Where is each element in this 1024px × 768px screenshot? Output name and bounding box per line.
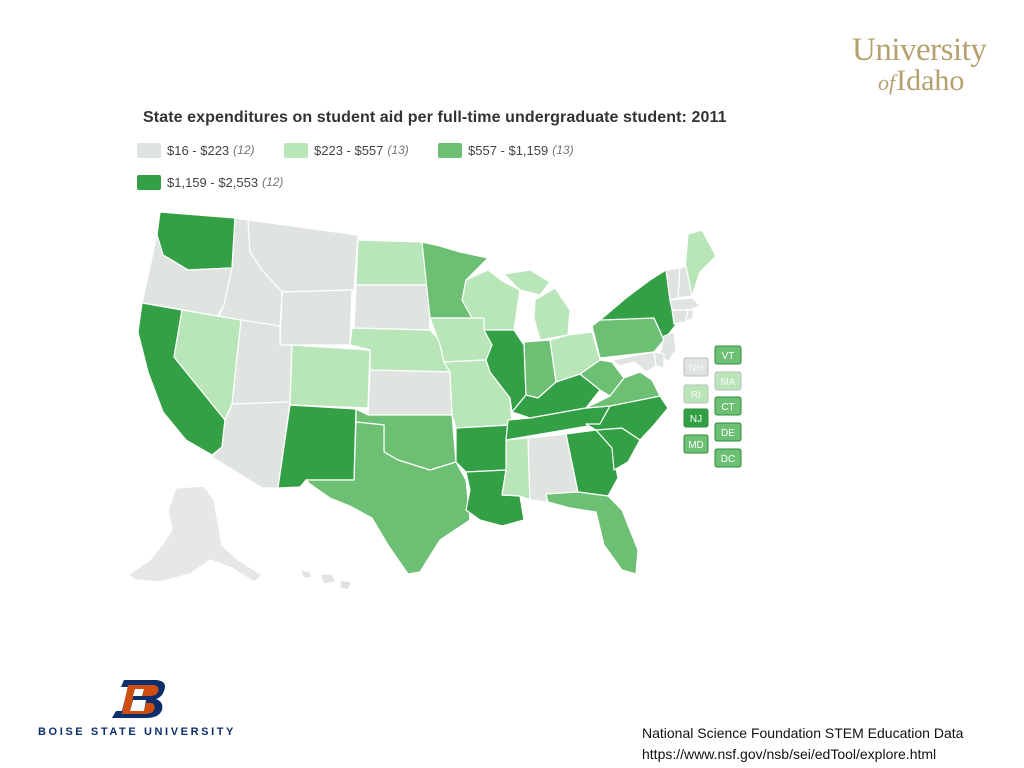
legend-range: $16 - $223 [167,142,230,158]
state-north-dakota[interactable] [355,239,429,286]
small-state-box-de[interactable] [714,422,742,442]
small-state-label: RI [691,390,701,401]
state-colorado[interactable] [289,344,371,409]
state-illinois[interactable] [483,329,527,413]
small-state-box-dc[interactable] [714,448,742,468]
small-state-box-ct[interactable] [714,396,742,416]
state-florida[interactable] [545,491,639,575]
university-of-idaho-logo: University ofIdaho [852,34,988,98]
state-massachusetts-map[interactable] [669,297,701,311]
state-rhode-island-map[interactable] [685,309,695,321]
legend-item-tier3[interactable]: $557 - $1,159 (13) [438,141,574,159]
legend-range: $1,159 - $2,553 [167,174,259,190]
small-state-label: MA [721,377,736,388]
state-layer [127,211,717,590]
state-maryland-map[interactable] [611,351,657,373]
logo-idaho: Idaho [896,64,965,97]
state-new-hampshire-map[interactable] [677,265,693,299]
small-state-label: DC [721,454,735,465]
small-state-box-md[interactable] [683,434,709,454]
legend-swatch [284,142,308,158]
source-url: https://www.nsf.gov/nsb/sei/edTool/explo… [642,746,937,762]
state-texas[interactable] [305,421,471,575]
legend-count: (12) [262,175,284,189]
legend-swatch [438,142,462,158]
small-state-label: VT [722,351,735,362]
logo-line-university: University [852,32,987,68]
small-state-label: CT [721,402,734,413]
small-state-label: MD [688,440,704,451]
state-new-mexico[interactable] [277,404,357,489]
state-connecticut-map[interactable] [671,309,689,325]
legend-item-tier1[interactable]: $16 - $223 (12) [137,141,255,159]
legend-swatch [137,174,161,190]
small-state-box-vt[interactable] [714,345,742,365]
state-north-carolina[interactable] [585,395,669,441]
small-state-boxes: NH RI NJ MD VT MA CT DE DC [683,345,742,468]
small-state-box-ri[interactable] [683,384,709,404]
small-state-label: NJ [690,414,702,425]
state-hawaii[interactable] [299,569,353,590]
state-kansas[interactable] [367,369,453,416]
legend-range: $223 - $557 [314,142,384,158]
logo-of: of [878,70,896,95]
small-state-box-nj[interactable] [683,408,709,428]
boise-state-b-logo [112,680,165,718]
state-mississippi[interactable] [501,437,531,501]
state-wyoming[interactable] [279,289,353,346]
state-south-dakota[interactable] [353,284,431,331]
small-state-box-nh[interactable] [683,357,709,377]
source-line-1: National Science Foundation STEM Educati… [642,725,964,741]
state-arkansas[interactable] [455,424,513,473]
state-virginia[interactable] [585,371,661,409]
map-title: State expenditures on student aid per fu… [143,109,727,126]
logo-line-idaho: ofIdaho [852,66,988,98]
legend-item-tier4[interactable]: $1,159 - $2,553 (12) [137,173,283,191]
legend-count: (13) [552,143,574,157]
small-state-box-ma[interactable] [714,371,742,391]
legend-range: $557 - $1,159 [468,142,549,158]
small-state-label: NH [689,363,703,374]
legend-item-tier2[interactable]: $223 - $557 (13) [284,141,409,159]
legend-swatch [137,142,161,158]
legend-count: (13) [387,143,409,157]
source-citation: National Science Foundation STEM Educati… [642,723,963,765]
small-state-label: DE [721,428,735,439]
legend-count: (12) [233,143,255,157]
us-choropleth-map: NH RI NJ MD VT MA CT DE DC [127,211,742,590]
boise-state-wordmark: BOISE STATE UNIVERSITY [38,726,236,738]
state-alaska[interactable] [127,485,263,583]
